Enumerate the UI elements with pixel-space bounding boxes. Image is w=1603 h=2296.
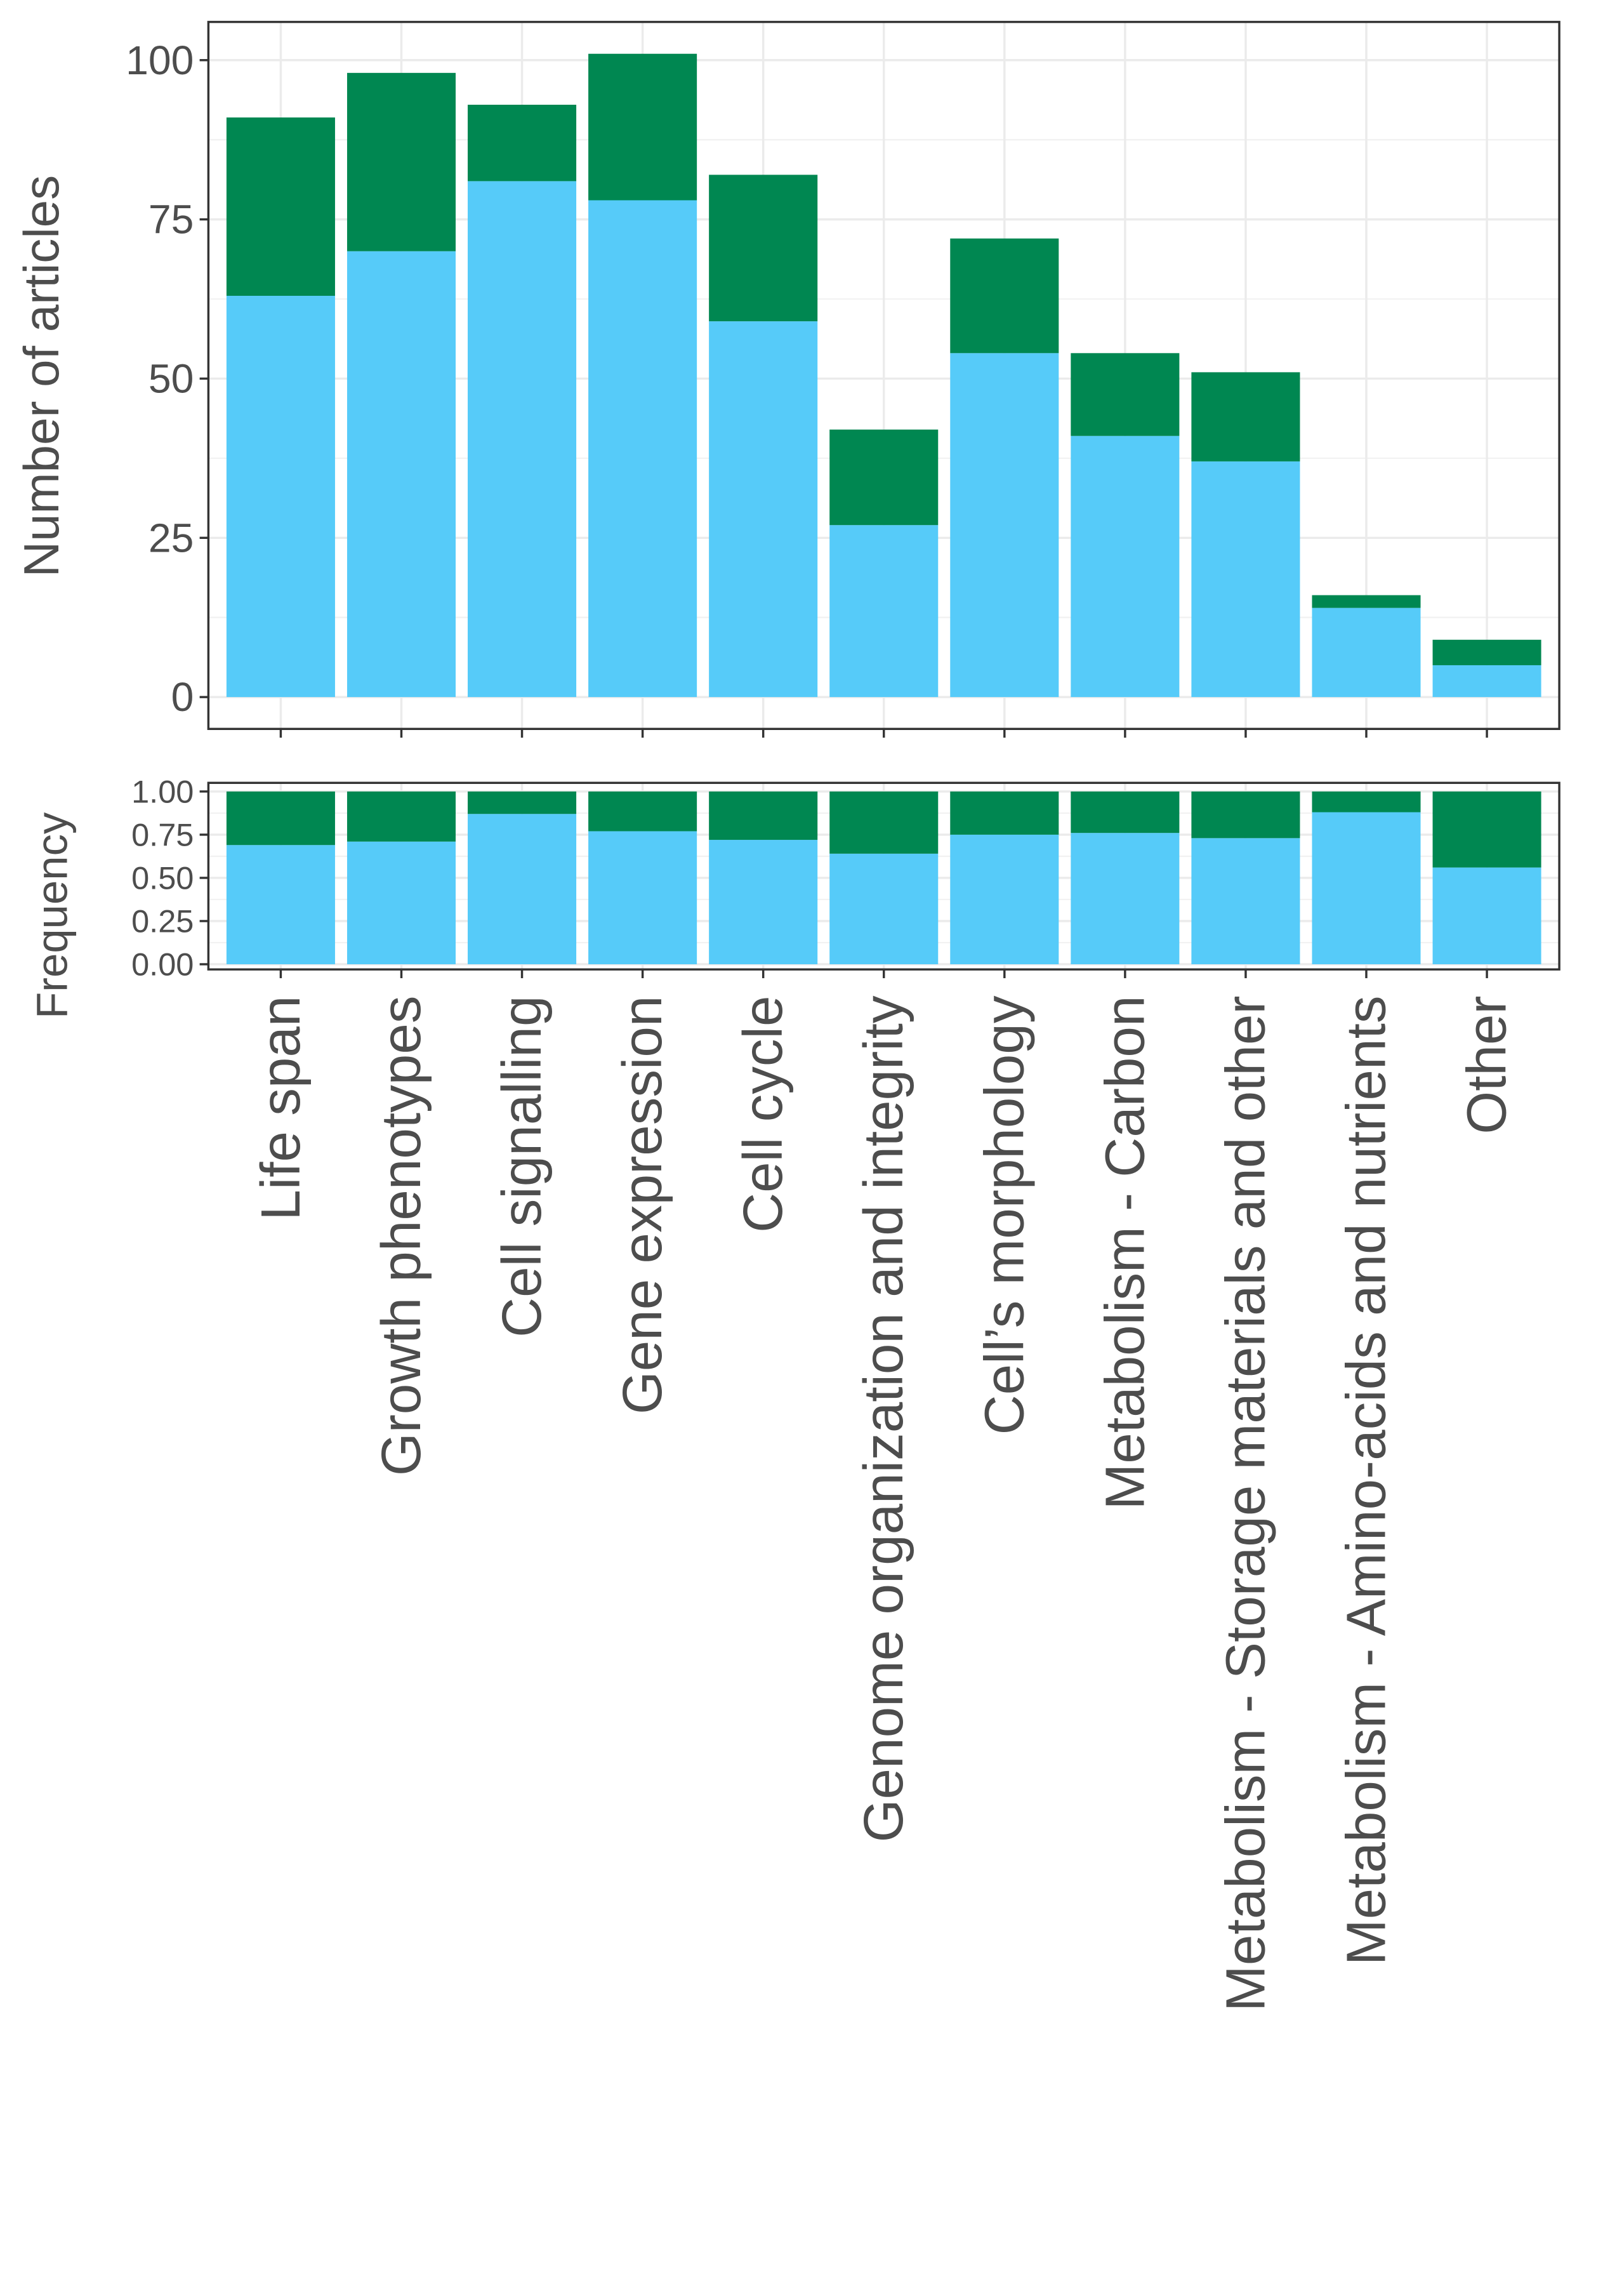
y-tick-label: 0.25 — [131, 903, 194, 939]
bar-segment — [709, 840, 818, 965]
bar-segment — [1071, 435, 1180, 698]
bar-segment — [1071, 353, 1180, 436]
bar-segment — [1071, 833, 1180, 965]
bar-segment — [1312, 595, 1421, 608]
y-tick-label: 75 — [148, 197, 194, 242]
bar-segment — [346, 251, 456, 698]
y-tick-label: 1.00 — [131, 773, 194, 809]
bar-segment — [1191, 838, 1300, 965]
bar-segment — [226, 117, 335, 296]
x-tick-label: Life span — [250, 996, 312, 1221]
panel-border — [207, 20, 1560, 731]
bar-segment — [346, 791, 456, 842]
bar-segment — [346, 841, 456, 965]
bar-segment — [1312, 607, 1421, 698]
bar-segment — [588, 831, 697, 965]
bar-segment — [588, 53, 697, 201]
y-tick-label: 0.75 — [131, 816, 194, 853]
bar-segment — [468, 791, 577, 814]
bar-segment — [468, 181, 577, 698]
bar-segment — [709, 791, 818, 840]
bar-segment — [829, 429, 939, 526]
y-axis-title: Frequency — [28, 812, 77, 1019]
bar-segment — [950, 791, 1059, 835]
bar-segment — [829, 791, 939, 854]
bar-segment — [1432, 867, 1541, 965]
bar-segment — [950, 353, 1059, 698]
bar-segment — [1071, 791, 1180, 833]
bar-segment — [1312, 812, 1421, 965]
bar-segment — [588, 791, 697, 832]
y-tick-label: 25 — [148, 515, 194, 561]
x-tick-label: Genome organization and integrity — [853, 995, 914, 1842]
x-tick-label: Other — [1456, 996, 1518, 1134]
bar-segment — [709, 175, 818, 322]
bar-segment — [1432, 665, 1541, 698]
bar-segment — [226, 296, 335, 698]
panel-border — [207, 781, 1560, 971]
bar-segment — [226, 845, 335, 965]
y-tick-label: 0.00 — [131, 946, 194, 983]
bar-segment — [829, 525, 939, 698]
bar-segment — [1191, 791, 1300, 839]
bar-segment — [226, 791, 335, 846]
bar-segment — [1312, 791, 1421, 813]
x-tick-label: Metabolism - Amino-acids and nutrients — [1336, 996, 1397, 1966]
x-tick-label: Cell’s morphology — [973, 995, 1035, 1435]
y-tick-label: 100 — [126, 37, 194, 83]
bar-segment — [468, 104, 577, 182]
x-tick-label: Metabolism - Carbon — [1094, 996, 1156, 1510]
y-tick-label: 0.50 — [131, 859, 194, 896]
bar-segment — [1432, 791, 1541, 868]
x-tick-label: Gene expression — [612, 996, 673, 1415]
x-tick-label: Cell signalling — [491, 996, 553, 1337]
bar-segment — [709, 321, 818, 698]
y-tick-label: 0 — [171, 674, 194, 720]
bar-segment — [468, 814, 577, 965]
bar-segment — [588, 200, 697, 698]
bar-segment — [950, 238, 1059, 354]
bar-segment — [1191, 372, 1300, 461]
y-axis-title: Number of articles — [13, 175, 69, 577]
x-tick-label: Growth phenotypes — [371, 996, 432, 1476]
bar-segment — [1191, 461, 1300, 698]
x-tick-label: Cell cycle — [732, 996, 794, 1233]
x-tick-label: Metabolism - Storage materials and other — [1215, 996, 1276, 2012]
bar-segment — [1432, 639, 1541, 665]
bar-segment — [950, 834, 1059, 965]
y-tick-label: 50 — [148, 355, 194, 401]
bar-segment — [346, 72, 456, 251]
bar-segment — [829, 853, 939, 965]
